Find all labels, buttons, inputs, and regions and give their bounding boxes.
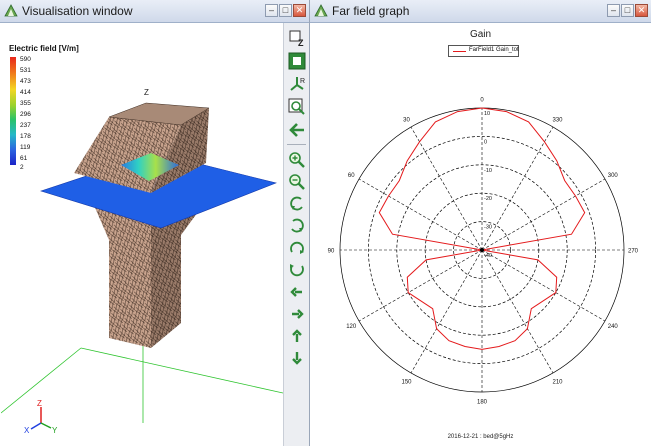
legend-value: 473 — [20, 78, 31, 85]
pan-right-icon[interactable] — [286, 303, 307, 324]
axis-line-y — [1, 347, 82, 414]
radial-tick-label: -10 — [484, 168, 492, 174]
rotate-down-icon[interactable] — [286, 259, 307, 280]
angle-tick-label: 120 — [346, 324, 357, 330]
gain-series-line — [378, 107, 586, 350]
visualisation-titlebar[interactable]: Visualisation window – □ ✕ — [0, 0, 309, 23]
polar-grid-spoke — [481, 126, 554, 251]
legend-swatch — [453, 51, 466, 52]
radial-tick-label: 0 — [484, 139, 487, 145]
back-arrow-icon[interactable] — [286, 119, 307, 140]
rotate-left-icon[interactable] — [286, 193, 307, 214]
close-icon[interactable]: ✕ — [635, 4, 648, 17]
radial-tick-label: -30 — [484, 225, 492, 231]
visualisation-window: Visualisation window – □ ✕ Electric fiel… — [0, 0, 310, 446]
chart-title: Gain — [469, 29, 492, 40]
svg-text:Z: Z — [298, 38, 304, 47]
close-icon[interactable]: ✕ — [293, 4, 306, 17]
angle-tick-label: 30 — [403, 118, 410, 124]
radial-tick-label: -40 — [484, 253, 492, 259]
view-axes-r-icon[interactable]: R — [286, 73, 307, 94]
legend-value: 531 — [20, 67, 31, 74]
radial-tick-label: -20 — [484, 196, 492, 202]
horn-rim — [108, 102, 210, 126]
zoom-out-icon[interactable] — [286, 171, 307, 192]
minimize-icon[interactable]: – — [265, 4, 278, 17]
maximize-icon[interactable]: □ — [621, 4, 634, 17]
triad-z-label: Z — [37, 399, 42, 408]
angle-tick-label: 0 — [480, 98, 484, 104]
maximize-icon[interactable]: □ — [279, 4, 292, 17]
polar-grid-ring — [368, 136, 596, 364]
app-logo-icon — [314, 4, 328, 17]
pan-up-icon[interactable] — [286, 325, 307, 346]
legend-value: 2 — [20, 164, 24, 171]
legend-title: Electric field [V/m] — [9, 44, 79, 53]
polar-center-marker — [480, 248, 484, 252]
legend-value: 119 — [20, 144, 31, 151]
triad-y-label: Y — [52, 426, 58, 435]
visualisation-title: Visualisation window — [22, 4, 133, 18]
angle-tick-label: 300 — [608, 173, 619, 179]
polar-grid-spoke — [358, 249, 483, 322]
rotate-up-icon[interactable] — [286, 237, 307, 258]
tower-side-face — [151, 233, 181, 348]
angle-tick-label: 60 — [348, 173, 355, 179]
view-toolbar: Z R — [283, 23, 309, 446]
zoom-axis-z-icon[interactable]: Z — [286, 27, 307, 48]
polar-grid-spoke — [410, 126, 483, 251]
angle-tick-label: 90 — [328, 249, 335, 255]
tower-front-face — [109, 238, 151, 348]
minimize-icon[interactable]: – — [607, 4, 620, 17]
zoom-extents-icon[interactable] — [286, 50, 307, 71]
app-logo-icon — [4, 4, 18, 17]
transition-front-face — [93, 203, 151, 255]
far-field-titlebar[interactable]: Far field graph – □ ✕ — [310, 0, 651, 23]
legend-value: 61 — [20, 155, 28, 162]
legend-value: 178 — [20, 133, 31, 140]
angle-tick-label: 210 — [552, 379, 563, 385]
far-field-window: Far field graph – □ ✕ Gain FarField1 Gai… — [310, 0, 651, 446]
legend-value: 355 — [20, 100, 31, 107]
polar-grid-spoke — [481, 178, 606, 251]
angle-tick-label: 150 — [401, 379, 412, 385]
angle-tick-label: 330 — [552, 118, 563, 124]
legend-value: 296 — [20, 111, 31, 118]
triad-x-label: X — [24, 426, 30, 435]
pan-down-icon[interactable] — [286, 347, 307, 368]
legend-label: FarField1 Gain_tot — [469, 47, 519, 53]
polar-grid-spoke — [410, 249, 483, 374]
polar-grid-spoke — [481, 249, 554, 374]
triad-x-axis — [30, 422, 42, 430]
angle-tick-label: 240 — [608, 324, 619, 330]
legend-value: 237 — [20, 122, 31, 129]
color-scale-bar — [10, 57, 16, 165]
toolbar-separator — [287, 144, 306, 145]
zoom-in-icon[interactable] — [286, 149, 307, 170]
triad-y-axis — [40, 422, 52, 429]
aperture-field-hotspot — [121, 153, 179, 181]
radial-tick-label: 10 — [484, 111, 490, 117]
rotate-right-icon[interactable] — [286, 215, 307, 236]
svg-text:R: R — [300, 78, 305, 85]
polar-grid-spoke — [358, 178, 483, 251]
axis-line-x — [80, 347, 283, 394]
polar-grid-ring — [453, 221, 511, 279]
legend-value: 414 — [20, 89, 31, 96]
footer-note: 2016-12-21 : bed@5gHz — [447, 434, 514, 440]
3d-model-scene: Z X Y — [1, 102, 283, 435]
axis-z-label: Z — [144, 88, 149, 97]
angle-tick-label: 180 — [477, 400, 488, 406]
polar-plot: 0 30 60 90 120 150 180 210 240 270 300 330 10 0 -10 -20… — [328, 98, 639, 406]
pan-left-icon[interactable] — [286, 281, 307, 302]
angle-tick-label: 270 — [628, 249, 639, 255]
polar-grid-spoke — [481, 249, 606, 322]
chart-legend: FarField1 Gain_tot — [448, 45, 519, 57]
3d-viewport[interactable]: Electric field [V/m] 590 531 473 414 355… — [1, 23, 283, 446]
far-field-title: Far field graph — [332, 4, 410, 18]
legend-value: 590 — [20, 56, 31, 63]
zoom-window-icon[interactable] — [286, 96, 307, 117]
